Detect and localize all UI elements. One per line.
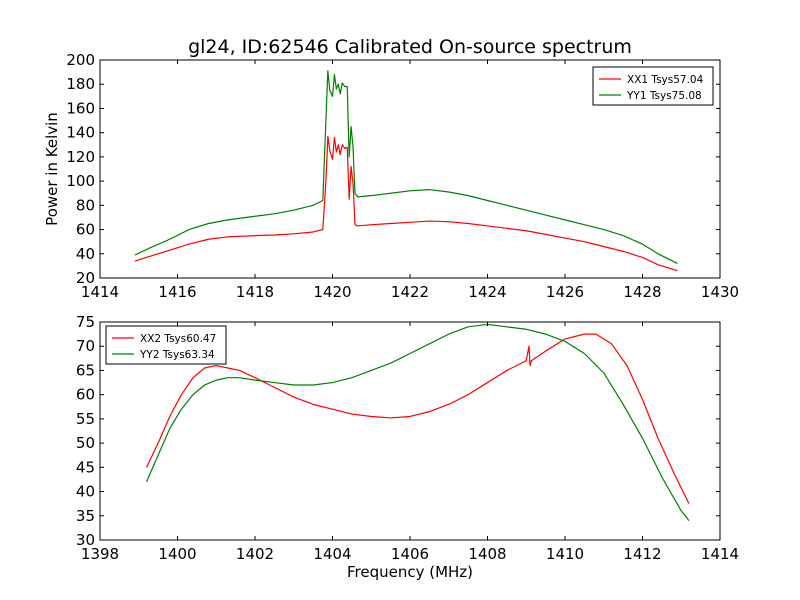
top-y-tick-label: 140 [66,124,95,142]
top-y-tick-label: 160 [66,99,95,117]
bottom-x-axis-label: Frequency (MHz) [347,563,473,581]
bottom-y-tick-label: 30 [76,531,95,549]
bottom-legend-box [105,325,227,365]
top-series-group [134,70,678,272]
top-x-tick-label: 1426 [546,283,584,301]
bottom-series-line-1 [145,333,690,504]
bottom-x-tick-label: 1400 [158,545,196,563]
top-y-tick-label: 200 [66,51,95,69]
top-legend-label-1: XX1 Tsys57.04 [627,74,704,86]
top-x-tick-label: 1416 [158,283,196,301]
top-x-tick-label: 1424 [468,283,506,301]
top-y-tick-label: 40 [76,245,95,263]
top-x-tick-label: 1430 [701,283,739,301]
top-legend: XX1 Tsys57.04 YY1 Tsys75.08 [592,66,714,106]
bottom-y-tick-label: 50 [76,434,95,452]
top-y-axis-label: Power in Kelvin [43,112,61,226]
bottom-x-tick-label: 1404 [313,545,351,563]
bottom-series-group [145,323,690,521]
top-x-tick-label: 1420 [313,283,351,301]
top-y-tick-label: 100 [66,172,95,190]
bottom-y-tick-label: 45 [76,458,95,476]
top-y-tick-label: 120 [66,148,95,166]
top-y-tick-label: 60 [76,221,95,239]
bottom-y-tick-label: 55 [76,410,95,428]
bottom-y-tick-label: 70 [76,337,95,355]
bottom-x-tick-label: 1408 [468,545,506,563]
bottom-x-tick-label: 1402 [236,545,274,563]
top-axes: 1414 1416 1418 1420 1422 1424 1426 1428 1430 20 40… [43,51,739,301]
top-y-tick-label: 80 [76,196,95,214]
top-x-tick-label: 1428 [623,283,661,301]
bottom-x-tick-label: 1412 [623,545,661,563]
bottom-x-tick-label: 1410 [546,545,584,563]
bottom-y-tick-label: 65 [76,361,95,379]
bottom-x-tick-label: 1406 [391,545,429,563]
top-legend-label-2: YY1 Tsys75.08 [626,90,702,102]
top-y-tick-label: 20 [76,269,95,287]
bottom-legend-label-1: XX2 Tsys60.47 [140,333,216,345]
top-legend-box [592,66,714,106]
bottom-y-tick-label: 75 [76,313,95,331]
top-series-line-2 [134,70,678,265]
top-x-tick-label: 1414 [81,283,119,301]
figure-title: gl24, ID:62546 Calibrated On-source spec… [188,36,632,58]
top-x-tick-label: 1422 [391,283,429,301]
bottom-y-tick-label: 60 [76,386,95,404]
bottom-legend-label-2: YY2 Tsys63.34 [139,349,215,361]
top-x-tick-label: 1418 [236,283,274,301]
bottom-y-tick-label: 35 [76,507,95,525]
bottom-y-tick-label: 40 [76,483,95,501]
bottom-series-line-2 [145,323,690,521]
bottom-legend: XX2 Tsys60.47 YY2 Tsys63.34 [105,325,227,365]
bottom-axes: 1398 1400 1402 1404 1406 1408 1410 1412 1414 30 35… [76,313,739,581]
bottom-x-tick-label: 1414 [701,545,739,563]
top-series-line-1 [134,135,678,272]
top-y-tick-label: 180 [66,75,95,93]
bottom-x-tick-label: 1398 [81,545,119,563]
